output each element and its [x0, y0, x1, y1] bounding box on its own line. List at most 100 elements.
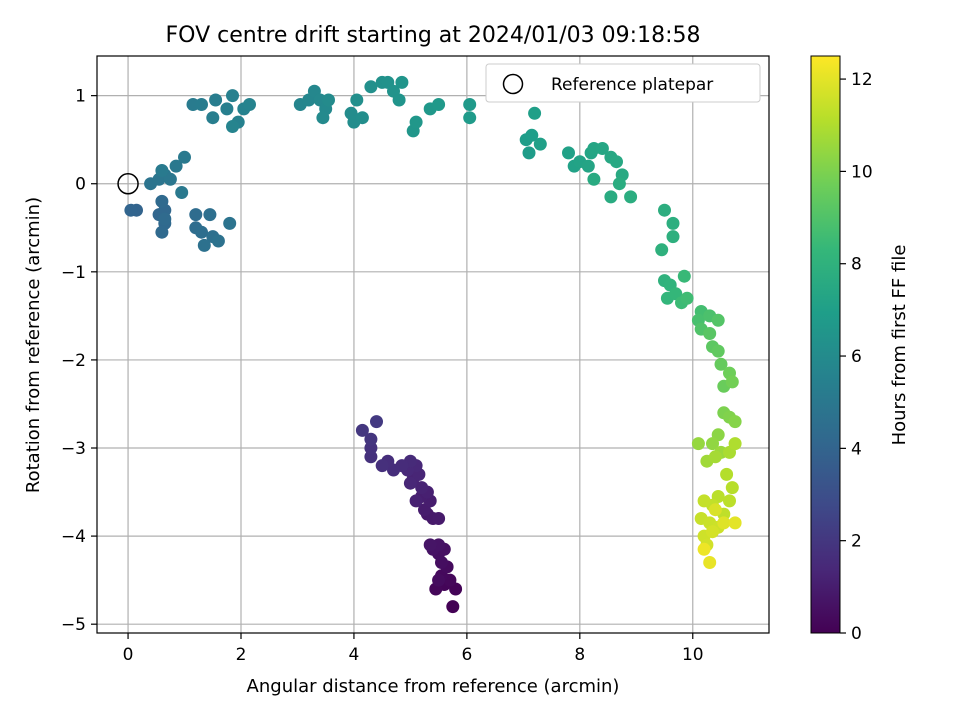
- data-point: [708, 450, 722, 464]
- data-point: [728, 437, 742, 451]
- data-point: [725, 375, 739, 389]
- x-axis-ticks: 0 2 4 6 8 10: [123, 633, 704, 665]
- data-point: [155, 164, 169, 177]
- data-point: [711, 344, 725, 358]
- data-point: [432, 98, 446, 111]
- y-tick-label: −1: [61, 263, 86, 283]
- data-point: [604, 190, 618, 204]
- data-point: [364, 80, 378, 94]
- data-point: [562, 146, 575, 160]
- data-point: [522, 146, 536, 160]
- legend: Reference platepar: [485, 63, 761, 103]
- plot-frame: [96, 55, 770, 634]
- data-point: [703, 327, 717, 340]
- colorbar-tick-label: 10: [851, 162, 873, 182]
- data-point: [706, 437, 719, 451]
- data-point: [595, 142, 609, 155]
- reference-platepar-marker: [117, 172, 139, 195]
- data-point: [226, 120, 239, 133]
- data-point: [211, 234, 225, 248]
- data-point: [587, 172, 601, 186]
- data-point: [432, 573, 446, 587]
- data-point: [706, 525, 719, 539]
- data-point: [717, 516, 731, 530]
- data-point: [209, 93, 223, 107]
- data-point: [728, 415, 742, 429]
- data-point: [178, 150, 191, 164]
- data-point: [714, 357, 728, 371]
- x-tick-label: 4: [349, 645, 360, 665]
- data-point: [355, 423, 369, 437]
- data-point: [533, 137, 547, 151]
- y-tick-label: −2: [61, 351, 86, 371]
- data-point: [446, 600, 460, 614]
- data-point: [463, 111, 477, 125]
- data-point: [697, 494, 711, 508]
- data-point: [197, 238, 211, 252]
- data-point: [155, 225, 169, 239]
- data-point: [220, 102, 234, 116]
- data-point: [725, 481, 739, 495]
- data-point: [226, 89, 239, 103]
- legend-box: [485, 63, 761, 103]
- y-tick-label: 1: [75, 87, 86, 107]
- legend-reference-marker: [502, 73, 524, 95]
- colorbar-tick-label: 4: [851, 439, 862, 459]
- data-point: [163, 172, 177, 186]
- data-point: [370, 415, 383, 429]
- data-point: [350, 93, 364, 107]
- data-point: [195, 98, 208, 111]
- y-tick-label: −3: [61, 439, 86, 459]
- legend-entry-label: Reference platepar: [551, 75, 713, 95]
- data-point: [322, 93, 335, 107]
- data-point: [463, 98, 477, 111]
- chart-title: FOV centre drift starting at 2024/01/03 …: [166, 23, 701, 48]
- data-point: [581, 159, 595, 173]
- data-point: [206, 111, 220, 125]
- colorbar: [810, 55, 841, 634]
- data-point: [395, 75, 409, 89]
- data-point: [158, 212, 172, 226]
- data-point: [612, 177, 626, 191]
- data-point: [666, 230, 680, 244]
- x-tick-label: 10: [682, 645, 704, 665]
- y-tick-label: −5: [61, 615, 86, 635]
- data-point: [392, 93, 406, 107]
- data-point: [658, 203, 671, 217]
- grid-lines: [97, 56, 769, 633]
- x-tick-label: 8: [574, 645, 585, 665]
- data-point: [423, 538, 437, 552]
- data-point: [720, 467, 734, 481]
- colorbar-tick-label: 8: [851, 255, 862, 275]
- data-point: [169, 159, 183, 173]
- x-tick-label: 2: [236, 645, 247, 665]
- data-points: [124, 75, 742, 614]
- data-point: [728, 516, 742, 530]
- y-axis-ticks: 1 0 −1 −2 −3 −4 −5: [61, 87, 97, 635]
- data-point: [189, 208, 203, 222]
- data-point: [175, 186, 189, 199]
- data-point: [316, 111, 330, 125]
- data-point: [666, 216, 680, 230]
- data-point: [691, 437, 705, 451]
- data-point: [697, 542, 711, 556]
- data-point: [124, 203, 138, 217]
- data-point: [703, 556, 717, 569]
- data-point: [723, 494, 736, 508]
- data-point: [624, 190, 638, 204]
- data-point: [203, 208, 217, 222]
- data-point: [525, 128, 539, 142]
- colorbar-tick-label: 12: [851, 70, 873, 90]
- data-point: [403, 476, 417, 490]
- data-point: [711, 313, 725, 327]
- data-point: [432, 512, 446, 525]
- colorbar-tick-label: 0: [851, 624, 862, 644]
- data-point: [680, 291, 694, 305]
- y-tick-label: 0: [75, 175, 86, 195]
- data-point: [610, 155, 623, 169]
- y-tick-label: −4: [61, 527, 86, 547]
- colorbar-ticks: 0 2 4 6 8 10 12: [840, 70, 873, 644]
- data-point: [195, 225, 208, 239]
- data-point: [243, 98, 256, 111]
